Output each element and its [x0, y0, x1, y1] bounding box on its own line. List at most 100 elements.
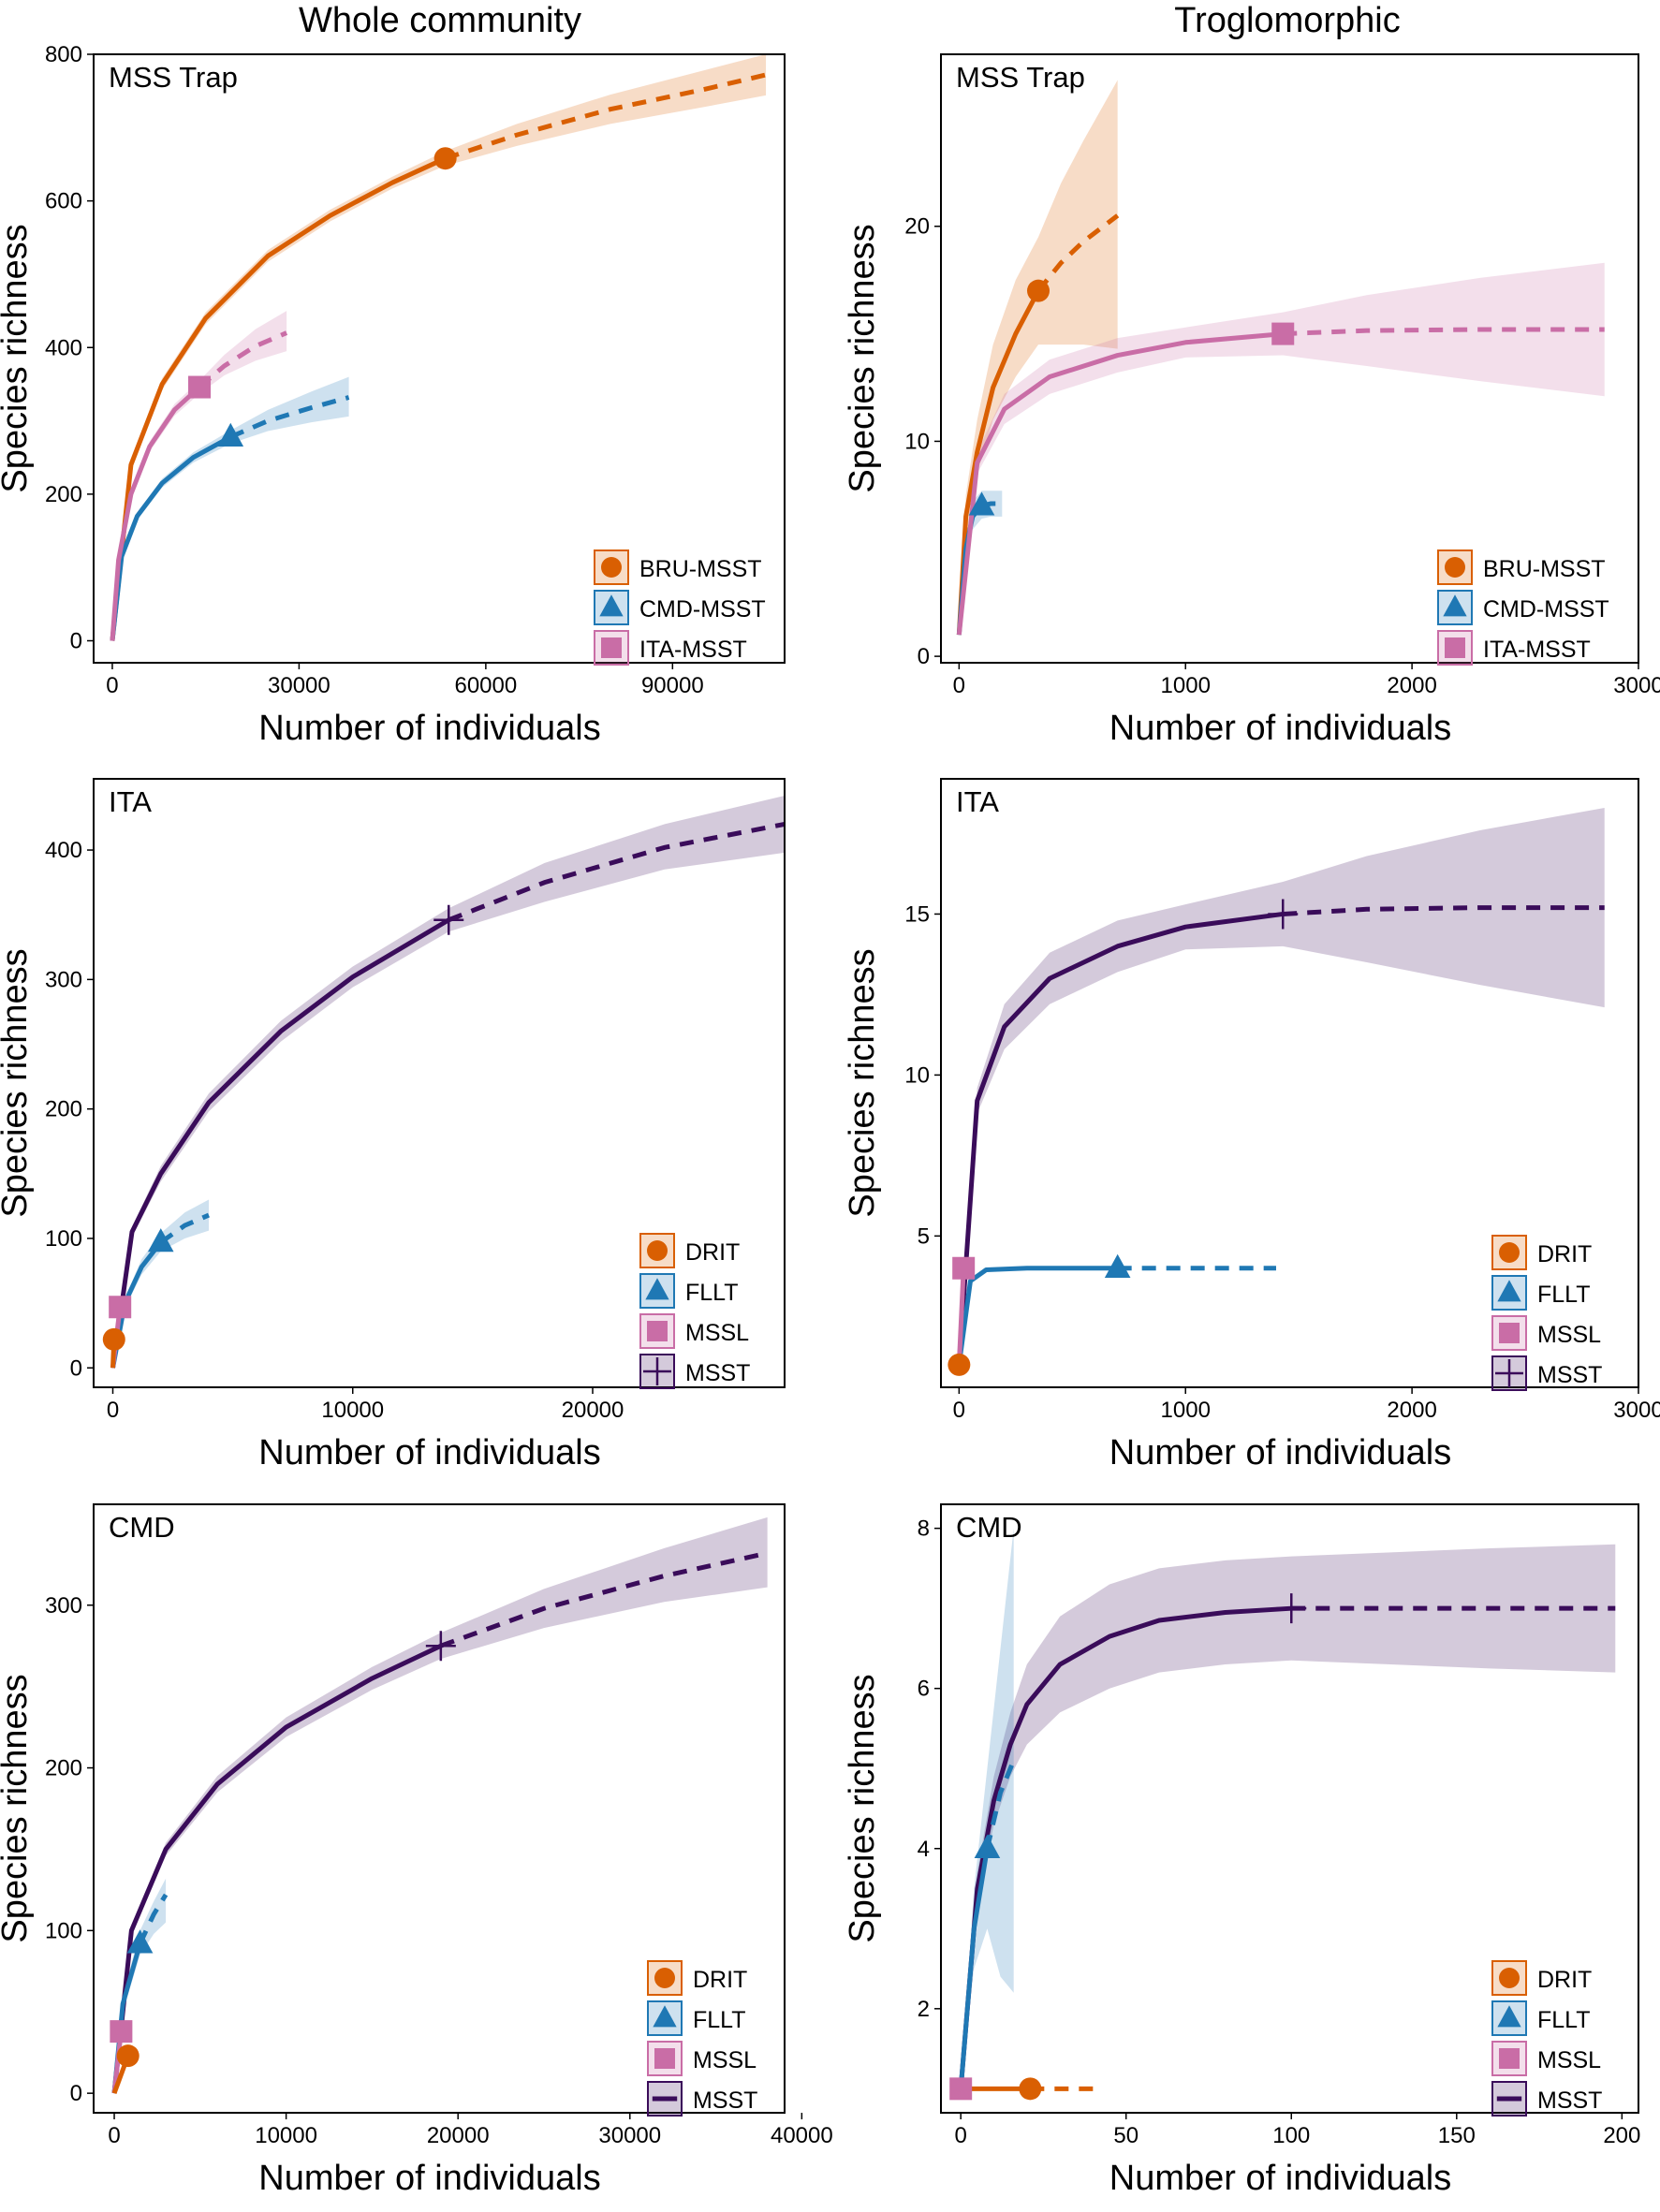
y-axis-title: Species richness [843, 948, 882, 1217]
x-tick-label: 0 [953, 673, 965, 698]
interpolated-line-ita-msst [110, 385, 201, 641]
extrapolated-line-fllt [138, 1893, 169, 1945]
extrapolated-line-fllt [159, 1212, 210, 1245]
plot-area [956, 807, 1605, 1366]
legend-label: ITA-MSST [639, 637, 747, 663]
legend-symbol-drit [1499, 1968, 1520, 1988]
y-tick-label: 400 [45, 838, 82, 863]
legend-label: BRU-MSST [639, 556, 762, 582]
legend-label: FLLT [693, 2007, 746, 2033]
ci-band-bru-msst [111, 54, 767, 641]
observed-point-mssl [110, 2020, 133, 2044]
x-axis-title: Number of individuals [1109, 2159, 1451, 2198]
y-tick-label: 15 [904, 901, 930, 927]
legend-label: MSSL [1537, 2047, 1601, 2073]
legend-symbol-cmd-msst [599, 594, 624, 617]
ci-band-bru-msst [959, 80, 1118, 636]
observed-point-drit [102, 1327, 125, 1351]
x-axis-title: Number of individuals [258, 2159, 600, 2198]
y-tick-label: 20 [904, 214, 930, 240]
plot-area [110, 795, 785, 1369]
y-axis-title: Species richness [0, 224, 35, 492]
legend-key-fllt [1491, 2000, 1527, 2036]
y-axis-title: Species richness [0, 948, 35, 1217]
x-tick-label: 0 [953, 1398, 965, 1423]
observed-point-drit [948, 1353, 971, 1376]
legend-label: DRIT [693, 1967, 747, 1993]
legend: DRIT FLLT MSSL MSST [1491, 1960, 1602, 2117]
y-axis-title: Species richness [843, 1674, 882, 1942]
panel-p1: MSS Trap 0 30000 60000 90000 0 200 400 600 800 Num… [0, 42, 786, 748]
x-tick-label: 0 [955, 2123, 967, 2148]
panel-label: ITA [956, 785, 999, 818]
legend: BRU-MSST CMD-MSST ITA-MSST [1437, 549, 1609, 666]
x-tick-label: 20000 [562, 1398, 624, 1423]
x-tick-label: 60000 [454, 673, 517, 698]
legend-label: BRU-MSST [1483, 556, 1606, 582]
legend-label: FLLT [685, 1280, 739, 1306]
legend-label: MSST [693, 2087, 757, 2114]
y-tick-label: 10 [904, 429, 930, 454]
x-tick-label: 20000 [427, 2123, 490, 2148]
interpolated-line-msst [111, 1643, 442, 2094]
interpolated-line-ita-msst [956, 331, 1284, 636]
observed-point-ita-msst [1271, 322, 1295, 345]
x-tick-label: 30000 [598, 2123, 661, 2148]
observed-point-drit [1019, 2077, 1042, 2101]
plot-area [956, 80, 1605, 636]
x-axis-title: Number of individuals [1109, 709, 1451, 748]
observed-point-msst [1276, 1593, 1307, 1624]
extrapolated-line-bru-msst [1036, 213, 1120, 293]
legend-label: MSSL [685, 1320, 749, 1346]
legend-symbol-mssl [1499, 1323, 1520, 1343]
legend: BRU-MSST CMD-MSST ITA-MSST [594, 549, 766, 666]
legend-symbol-ita-msst [601, 637, 622, 658]
ci-band-ita-msst [111, 311, 287, 641]
observed-point-cmd-msst [968, 491, 995, 516]
observed-point-bru-msst [433, 147, 457, 170]
legend-label: MSST [1537, 2087, 1602, 2114]
x-tick-label: 50 [1113, 2123, 1138, 2148]
y-tick-label: 8 [918, 1516, 930, 1542]
panel-p5: CMD 0 10000 20000 30000 40000 0 100 200 300 Number… [0, 1503, 833, 2198]
panel-p3: ITA 0 10000 20000 0 100 200 300 400 Number of ind… [0, 778, 786, 1472]
y-tick-label: 200 [45, 1097, 82, 1122]
legend-symbol-bru-msst [1445, 557, 1465, 578]
legend-symbol-fllt [653, 2005, 677, 2028]
extrapolated-line-bru-msst [444, 72, 767, 161]
interpolated-line-msst [110, 917, 450, 1369]
observed-point-msst [425, 1631, 456, 1662]
y-tick-label: 200 [45, 482, 82, 507]
legend-label: MSST [1537, 1362, 1602, 1388]
x-tick-label: 2000 [1387, 673, 1436, 698]
plot-area [111, 1516, 769, 2095]
extrapolated-line-cmd-msst [229, 395, 350, 440]
observed-point-cmd-msst [217, 422, 244, 447]
x-tick-label: 3000 [1613, 1398, 1660, 1423]
legend-label: MSSL [693, 2047, 757, 2073]
legend-label: FLLT [1537, 2007, 1591, 2033]
x-tick-label: 10000 [255, 2123, 317, 2148]
legend-symbol-fllt [1497, 2005, 1521, 2028]
x-axis-title: Number of individuals [1109, 1433, 1451, 1472]
observed-point-fllt [147, 1228, 174, 1252]
y-tick-label: 0 [70, 2081, 82, 2106]
legend: DRIT FLLT MSSL MSST [647, 1960, 757, 2117]
legend-label: DRIT [1537, 1241, 1592, 1267]
observed-point-msst [433, 904, 464, 935]
legend-symbol-drit [654, 1968, 675, 1988]
observed-point-bru-msst [1027, 279, 1050, 302]
legend-symbol-mssl [654, 2048, 675, 2069]
observed-point-msst [1268, 899, 1299, 930]
x-tick-label: 0 [108, 2123, 120, 2148]
x-tick-label: 1000 [1161, 673, 1211, 698]
y-tick-label: 10 [904, 1062, 930, 1088]
observed-point-drit [116, 2044, 140, 2068]
y-tick-label: 300 [45, 967, 82, 992]
x-tick-label: 90000 [641, 673, 704, 698]
interpolated-line-bru-msst [110, 155, 447, 641]
x-tick-label: 200 [1603, 2123, 1640, 2148]
legend-symbol-bru-msst [601, 557, 622, 578]
legend-symbol-fllt [1497, 1280, 1521, 1302]
